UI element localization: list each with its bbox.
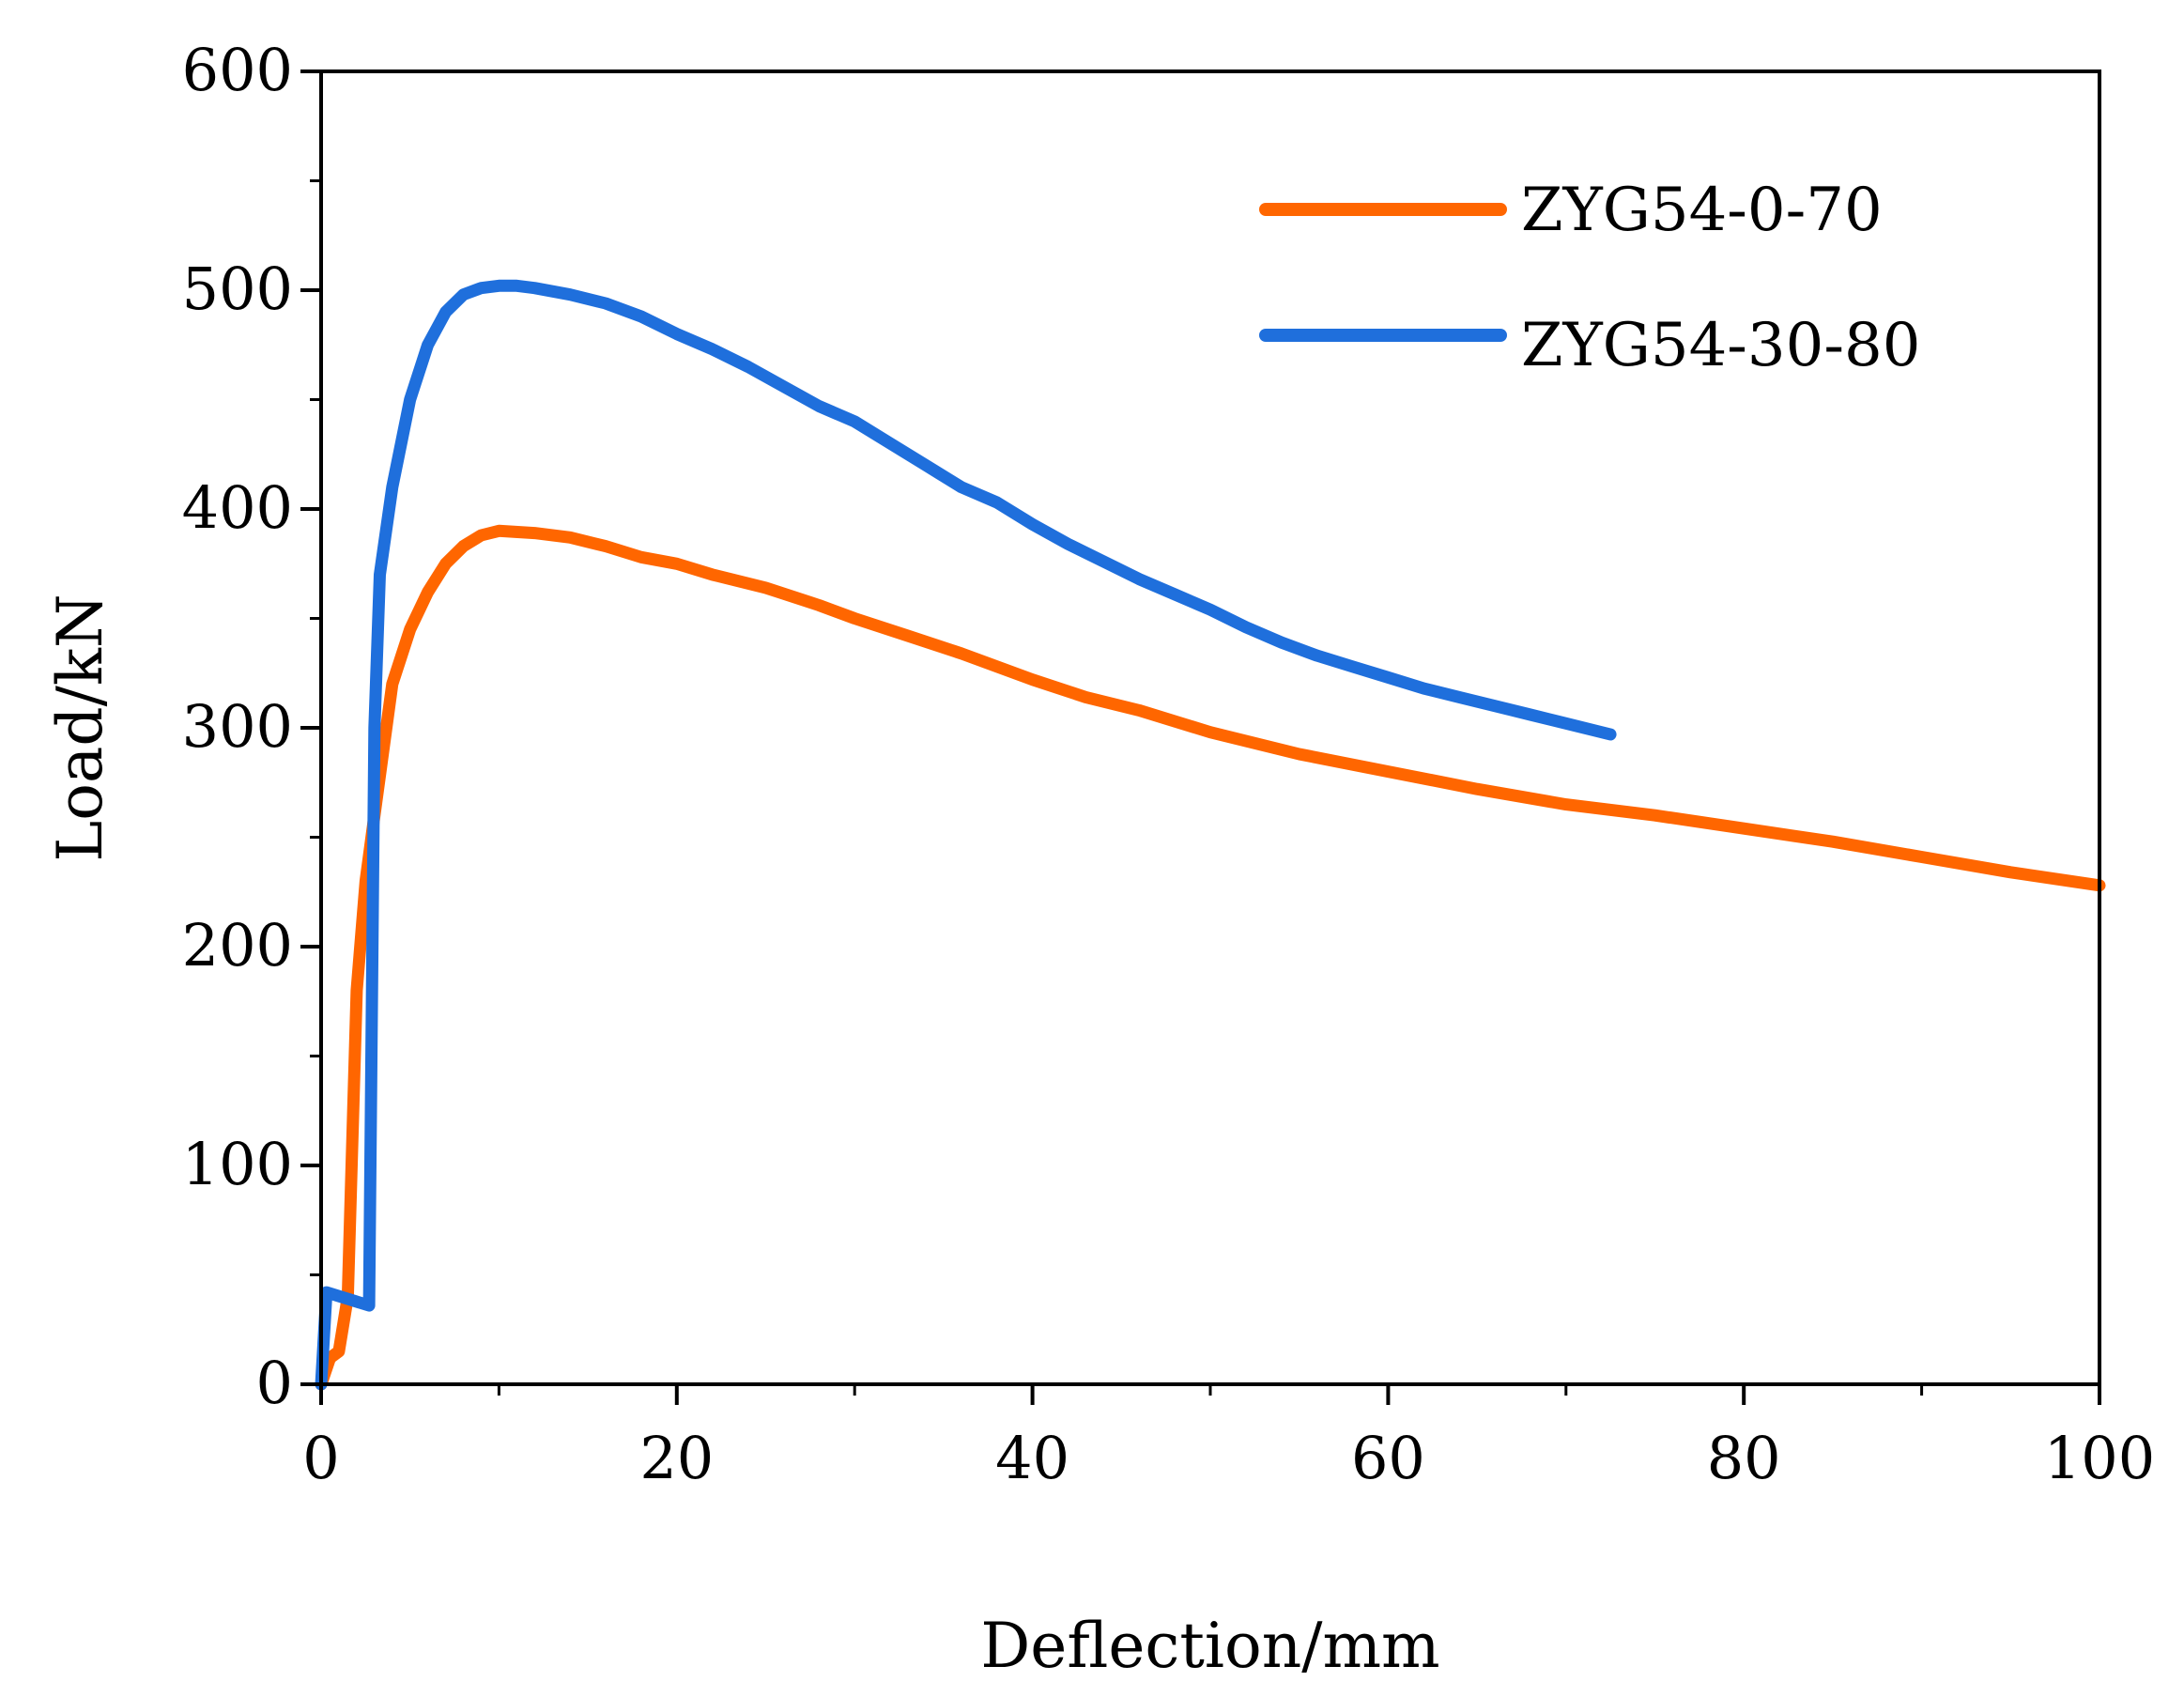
x-tick-label-60: 60 (1351, 1424, 1425, 1492)
y-tick-label-400: 400 (182, 473, 293, 542)
x-tick-label-80: 80 (1707, 1424, 1781, 1492)
axis-ticks: 0 20 40 60 80 100 0 100 200 300 400 500 600 (182, 36, 2156, 1492)
x-axis-title: Deflection/mm (980, 1610, 1439, 1682)
legend-label-zyg54-0-70: ZYG54-0-70 (1521, 176, 1883, 245)
y-axis-title: Load/kN (44, 594, 116, 861)
y-tick-label-0: 0 (256, 1349, 293, 1417)
y-tick-label-100: 100 (182, 1130, 293, 1198)
y-tick-label-500: 500 (182, 255, 293, 323)
legend-label-zyg54-30-80: ZYG54-30-80 (1521, 311, 1920, 380)
x-tick-label-0: 0 (302, 1424, 339, 1492)
series-line-zyg54-0-70 (315, 524, 2106, 1391)
x-tick-label-20: 20 (639, 1424, 714, 1492)
series-layer (315, 279, 2106, 1391)
y-tick-label-600: 600 (182, 36, 293, 104)
y-tick-label-200: 200 (182, 911, 293, 980)
x-tick-label-100: 100 (2044, 1424, 2155, 1492)
series-line-zyg54-30-80 (315, 279, 1617, 1391)
legend: ZYG54-0-70 ZYG54-30-80 (1259, 176, 1920, 380)
x-tick-label-40: 40 (995, 1424, 1069, 1492)
y-tick-label-300: 300 (182, 692, 293, 761)
